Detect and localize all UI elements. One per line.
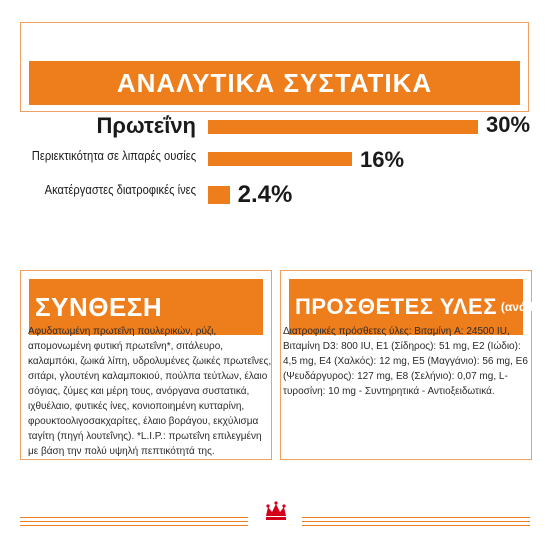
additives-header: ΠΡΟΣΘΕΤΕΣ ΥΛΕΣ (ανά kg)	[289, 279, 548, 335]
composition-title: ΣΥΝΘΕΣΗ	[35, 291, 163, 322]
analytics-value: 30%	[486, 112, 531, 137]
analytics-label: Ακατέργαστες διατροφικές ίνες	[44, 182, 196, 197]
additives-title: ΠΡΟΣΘΕΤΕΣ ΥΛΕΣ	[295, 294, 497, 319]
analytics-label: Περιεκτικότητα σε λιπαρές ουσίες	[31, 148, 196, 163]
additives-unit: (ανά kg)	[500, 300, 548, 314]
additives-panel: ΠΡΟΣΘΕΤΕΣ ΥΛΕΣ (ανά kg)	[280, 270, 548, 460]
royal-canin-crown-icon	[266, 501, 286, 520]
composition-header: ΣΥΝΘΕΣΗ	[29, 279, 263, 335]
analytics-bar	[208, 186, 230, 204]
analytics-label: Πρωτεΐνη	[96, 113, 196, 138]
analytics-bar	[208, 152, 352, 166]
analytics-title: ΑΝΑΛΥΤΙΚΑ ΣΥΣΤΑΤΙΚΑ	[116, 67, 433, 98]
analytics-value: 16%	[360, 147, 405, 172]
analytics-value: 2.4%	[237, 181, 293, 208]
analytics-title-bar: ΑΝΑΛΥΤΙΚΑ ΣΥΣΤΑΤΙΚΑ	[29, 61, 520, 105]
additives-text: Διατροφικές πρόσθετες ύλες: Βιταμίνη A: …	[283, 326, 528, 397]
composition-text: Αφυδατωμένη πρωτεΐνη πουλερικών, ρύζι, α…	[28, 326, 272, 457]
footer-stripe	[20, 513, 530, 529]
composition-panel: ΣΥΝΘΕΣΗ	[20, 270, 272, 460]
analytics-banner: ΑΝΑΛΥΤΙΚΑ ΣΥΣΤΑΤΙΚΑ	[20, 22, 529, 112]
analytics-bar	[208, 120, 478, 134]
